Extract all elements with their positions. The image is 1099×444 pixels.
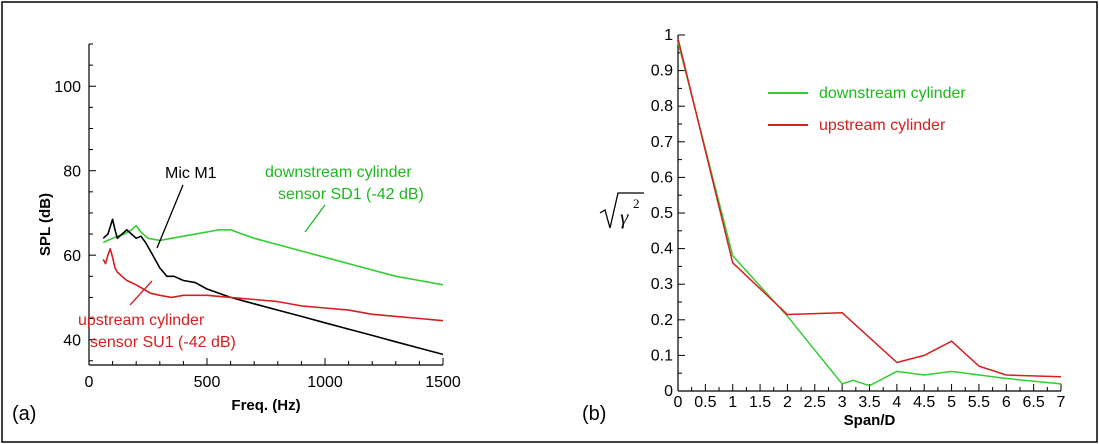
x-tick-label: 2 — [783, 394, 792, 411]
panel-b-legend: downstream cylinder upstream cylinder — [768, 85, 966, 134]
y-tick-label: 0.9 — [651, 63, 673, 80]
x-axis-title: Freq. (Hz) — [231, 397, 300, 414]
y-tick-label: 80 — [63, 164, 81, 181]
upstream-leader-line — [129, 280, 153, 306]
y-axis-label-exponent: 2 — [633, 196, 640, 211]
x-tick-label: 1000 — [307, 374, 343, 391]
y-tick-label: 0.2 — [651, 312, 673, 329]
x-tick-label: 4.5 — [913, 394, 935, 411]
y-tick-label: 60 — [63, 248, 81, 265]
x-axis-title: Span/D — [844, 412, 896, 429]
y-tick-label: 0.4 — [651, 241, 673, 258]
y-tick-label: 40 — [63, 333, 81, 350]
x-tick-label: 6 — [1002, 394, 1011, 411]
y-tick-label: 0.5 — [651, 205, 673, 222]
panel-b-y-axis-label: γ 2 — [599, 192, 644, 229]
mic-m1-leader-line — [156, 184, 184, 249]
sqrt-radical-sign — [599, 192, 644, 229]
legend-label-downstream: downstream cylinder — [819, 85, 966, 102]
y-tick-label: 0 — [664, 383, 673, 400]
series-line-upstream — [677, 38, 1062, 378]
x-tick-label: 3 — [838, 394, 847, 411]
panel-b-axes: 0 0.1 0.2 0.3 0.4 0.5 0.6 0.7 0.8 0.9 1 0 0.5 1 1.5 2 2.… — [651, 27, 1066, 429]
y-axis-label-gamma: γ — [620, 205, 629, 229]
x-tick-label: 1.5 — [749, 394, 771, 411]
x-tick-label: 4 — [892, 394, 901, 411]
x-tick-label: 2.5 — [804, 394, 826, 411]
panel-b-label: (b) — [582, 403, 606, 425]
series-line-mic_m1 — [102, 218, 444, 356]
annotation-upstream-line2: sensor SU1 (-42 dB) — [90, 334, 236, 351]
panel-b-series — [677, 38, 1062, 387]
y-tick-label: 0.3 — [651, 276, 673, 293]
annotation-downstream-line1: downstream cylinder — [265, 164, 412, 181]
x-tick-label: 0 — [674, 394, 683, 411]
x-tick-label: 7 — [1057, 394, 1066, 411]
x-tick-label: 5.5 — [968, 394, 990, 411]
y-axis-title: SPL (dB) — [37, 193, 54, 256]
x-tick-label: 6.5 — [1023, 394, 1045, 411]
annotation-mic-m1: Mic M1 — [165, 165, 217, 182]
y-tick-label: 0.8 — [651, 98, 673, 115]
x-tick-label: 5 — [947, 394, 956, 411]
y-tick-label: 1 — [664, 27, 673, 44]
panel-b: (b) 0 0.1 0.2 0.3 0.4 0.5 0.6 0.7 0.8 0.9 1 0 0.5 1 1.… — [582, 27, 1066, 429]
downstream-leader-line — [304, 204, 326, 233]
x-tick-label: 3.5 — [858, 394, 880, 411]
y-tick-label: 0.6 — [651, 169, 673, 186]
annotation-upstream-line1: upstream cylinder — [78, 312, 205, 329]
y-tick-label: 100 — [54, 79, 81, 96]
y-tick-label: 0.7 — [651, 134, 673, 151]
panel-a-label: (a) — [12, 403, 36, 425]
x-tick-label: 500 — [194, 374, 221, 391]
x-tick-label: 0 — [85, 374, 94, 391]
y-tick-label: 0.1 — [651, 347, 673, 364]
panel-a-series — [102, 218, 444, 356]
series-line-downstream — [102, 224, 444, 286]
series-line-upstream — [102, 248, 444, 322]
annotation-downstream-line2: sensor SD1 (-42 dB) — [278, 186, 424, 203]
x-tick-label: 1 — [728, 394, 737, 411]
x-tick-label: 0.5 — [694, 394, 716, 411]
x-tick-label: 1500 — [425, 374, 461, 391]
series-line-downstream — [677, 41, 1062, 387]
legend-label-upstream: upstream cylinder — [819, 117, 946, 134]
